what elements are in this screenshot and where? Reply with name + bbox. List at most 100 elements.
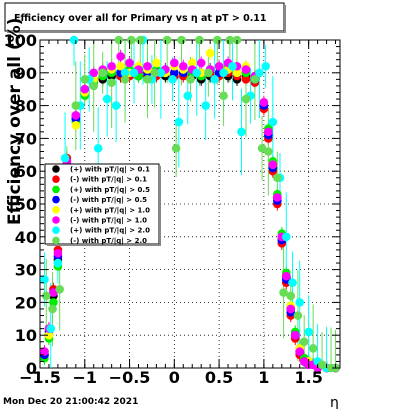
x-tick-label: −1.5 — [19, 368, 61, 387]
data-point — [232, 68, 242, 78]
data-point — [156, 68, 166, 78]
x-tick-label: −0.5 — [109, 368, 151, 387]
data-point — [308, 344, 318, 353]
data-point — [71, 101, 81, 110]
legend-marker — [52, 175, 60, 183]
data-point — [127, 35, 136, 45]
x-tick-label: 1 — [258, 368, 269, 387]
data-point — [273, 173, 282, 183]
data-point — [264, 127, 273, 137]
data-point — [259, 98, 269, 107]
data-point — [49, 298, 58, 307]
x-tick-label: 1.5 — [294, 368, 322, 387]
data-point — [288, 278, 297, 288]
legend-entry: (+) with pT/|q| > 0.5 — [70, 186, 150, 195]
timestamp: Mon Dec 20 21:00:42 2021 — [3, 397, 138, 407]
legend-entry: (+) with pT/|q| > 0.1 — [70, 166, 150, 175]
data-point — [152, 58, 161, 68]
data-point — [281, 271, 291, 281]
data-point — [290, 330, 300, 340]
data-point — [174, 117, 184, 127]
y-tick-label: 90 — [15, 64, 37, 83]
data-point — [241, 75, 251, 84]
data-point — [114, 35, 124, 45]
data-point — [53, 248, 63, 258]
data-point — [168, 75, 177, 84]
data-point — [89, 68, 99, 78]
data-point — [186, 75, 195, 84]
data-point — [210, 75, 219, 84]
data-point — [279, 288, 288, 297]
y-tick-label: 20 — [15, 293, 37, 312]
data-point — [241, 94, 251, 104]
x-tick-label: 0.5 — [205, 368, 233, 387]
data-point — [219, 68, 228, 78]
data-point — [107, 61, 116, 71]
data-point — [195, 35, 204, 45]
data-point — [71, 120, 81, 130]
data-point — [268, 117, 278, 127]
y-tick-label: 100 — [4, 31, 37, 50]
data-point — [150, 68, 159, 78]
x-axis-ticks: −1.5 −1 −0.5 0 0.5 1 1.5 — [19, 40, 337, 387]
data-point — [317, 360, 327, 370]
legend-marker — [52, 226, 60, 234]
data-point — [286, 304, 296, 314]
data-point — [178, 61, 188, 71]
data-point — [201, 101, 210, 110]
data-point — [143, 75, 152, 84]
data-point — [162, 35, 172, 45]
data-point — [71, 111, 81, 120]
data-point — [40, 275, 49, 284]
data-point — [116, 61, 125, 71]
legend-entry: (-) with pT/|q| > 1.0 — [70, 217, 147, 226]
data-point — [41, 291, 51, 301]
data-point — [295, 298, 305, 307]
x-tick-label: 0 — [169, 368, 180, 387]
data-point — [177, 35, 186, 45]
data-point — [125, 58, 134, 68]
legend-entry: (-) with pT/|q| > 0.1 — [70, 176, 147, 185]
data-point — [261, 61, 270, 71]
legend-entry: (+) with pT/|q| > 1.0 — [70, 206, 150, 215]
data-point — [53, 258, 63, 268]
x-axis-label: η — [330, 395, 339, 409]
data-point — [111, 101, 121, 110]
data-point — [129, 68, 139, 78]
x-tick-label: −1 — [73, 368, 98, 387]
data-point — [228, 61, 237, 71]
legend-marker — [52, 165, 60, 173]
legend: (+) with pT/|q| > 0.1(-) with pT/|q| > 0… — [44, 163, 161, 246]
data-point — [281, 232, 291, 242]
data-point — [264, 147, 273, 156]
data-point — [205, 48, 215, 58]
data-point — [69, 35, 79, 45]
y-tick-label: 80 — [15, 97, 37, 116]
data-point — [286, 291, 296, 301]
y-tick-label: 0 — [26, 359, 37, 378]
legend-marker — [52, 195, 60, 204]
data-point — [170, 68, 179, 78]
data-point — [299, 337, 309, 347]
data-point — [241, 65, 251, 74]
data-point — [89, 81, 99, 91]
data-point — [250, 75, 260, 84]
y-axis-label: Efficiency over all (%) — [5, 18, 25, 225]
y-tick-label: 50 — [15, 195, 37, 214]
legend-marker — [52, 236, 60, 245]
data-point — [268, 160, 278, 169]
y-tick-label: 30 — [15, 261, 37, 280]
data-point — [213, 35, 222, 45]
y-tick-label: 10 — [15, 326, 37, 345]
data-point — [98, 68, 107, 78]
data-point — [102, 94, 112, 104]
data-point — [116, 52, 125, 61]
data-point — [187, 58, 197, 68]
legend-entry: (+) with pT/|q| > 2.0 — [70, 227, 150, 236]
data-point — [293, 311, 303, 320]
data-point — [135, 35, 145, 45]
legend-entry: (-) with pT/|q| > 2.0 — [70, 237, 147, 246]
data-point — [295, 347, 305, 356]
